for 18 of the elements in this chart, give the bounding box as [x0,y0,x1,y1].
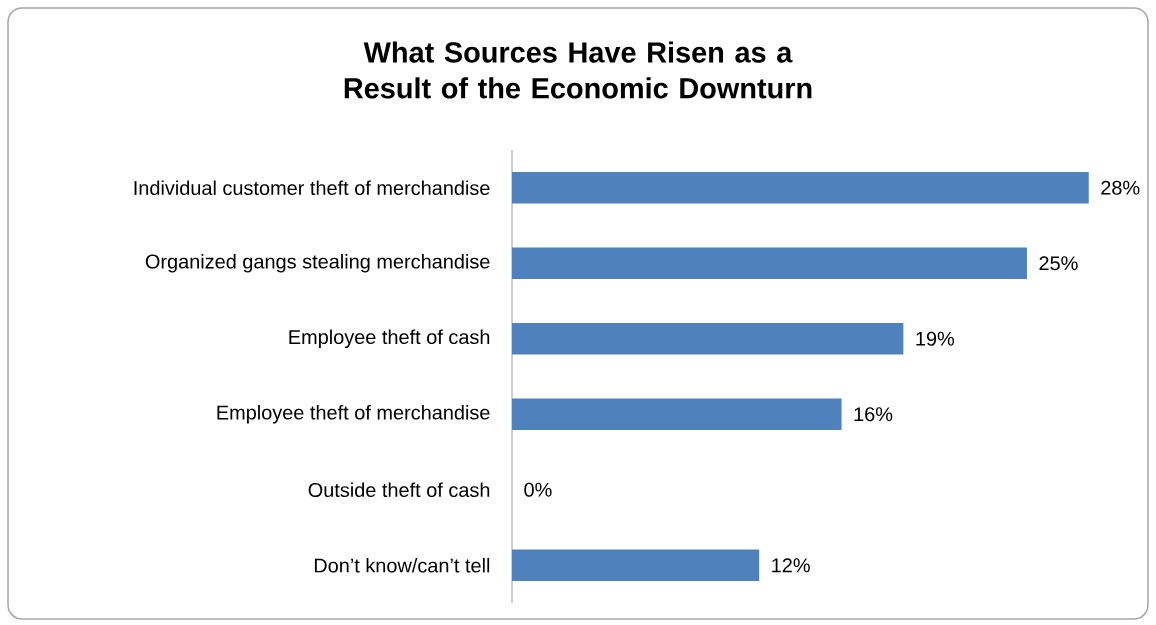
bar [512,247,1027,280]
y-tick-label: Individual customer theft of merchandise [134,180,490,196]
y-tick-label: Organized gangs stealing merchandise [145,253,490,273]
bar [512,171,1089,204]
y-tick-label: Employee theft of merchandise [217,404,490,424]
data-label: 0% [524,482,552,497]
data-label: 25% [1039,256,1078,271]
bar [512,398,842,431]
y-tick-label: Outside theft of cash [308,482,490,498]
data-label: 12% [772,558,810,573]
y-tick-label: Don’t know/can’t tell [314,557,490,573]
chart-title: What Sources Have Risen as a Result of the Economic Downturn [344,41,812,99]
bar [512,322,904,355]
y-tick-label: Employee theft of cash [289,329,490,349]
data-label: 19% [916,331,955,346]
data-label: 28% [1101,180,1140,195]
bar [512,549,760,582]
data-label: 16% [854,407,893,422]
